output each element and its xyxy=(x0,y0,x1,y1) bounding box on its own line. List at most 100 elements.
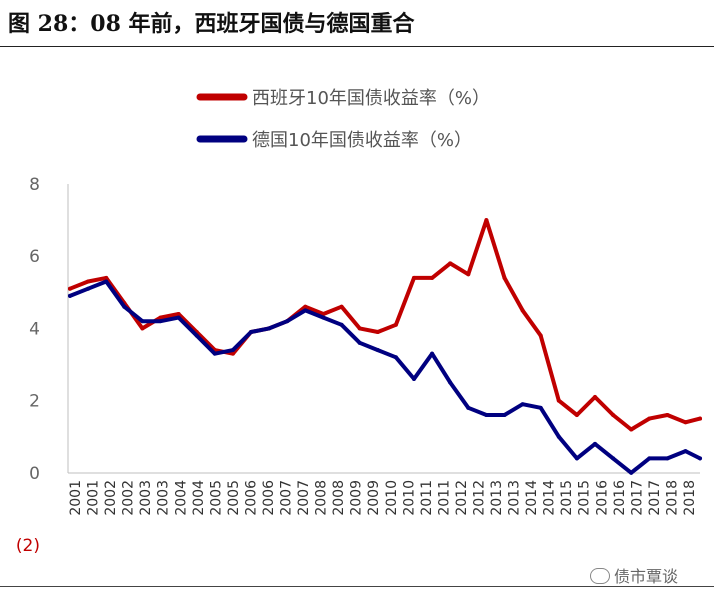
x-tick-label: 2010 xyxy=(384,480,400,516)
x-tick-label: 2014 xyxy=(542,480,558,516)
data-point-germany xyxy=(158,319,163,324)
series-lines xyxy=(68,218,702,475)
x-tick-labels: 2001 2001 2002 2002 2003 2003 2004 2004 2005 2005… xyxy=(68,480,698,516)
data-point-spain xyxy=(393,322,398,327)
x-tick-label: 2018 xyxy=(664,480,680,516)
legend-label-spain: 西班牙10年国债收益率（%） xyxy=(252,88,490,109)
data-point-spain xyxy=(86,279,91,284)
data-point-germany xyxy=(520,402,525,407)
x-tick-label: 2006 xyxy=(243,480,259,516)
y-tick-label: 2 xyxy=(29,392,40,412)
data-point-germany xyxy=(303,308,308,313)
data-point-germany xyxy=(647,456,652,461)
data-point-germany xyxy=(698,456,702,461)
x-tick-label: 2012 xyxy=(471,480,487,516)
data-point-spain xyxy=(466,272,471,277)
data-point-spain xyxy=(538,333,543,338)
x-tick-label: 2005 xyxy=(208,480,224,516)
data-point-spain xyxy=(430,275,435,280)
x-tick-label: 2002 xyxy=(121,480,137,516)
x-tick-label: 2004 xyxy=(173,480,189,516)
chart-legend: 西班牙10年国债收益率（%） 德国10年国债收益率（%） xyxy=(196,88,490,151)
data-point-spain xyxy=(520,308,525,313)
data-point-spain xyxy=(321,311,326,316)
data-point-spain xyxy=(448,261,453,266)
title-divider xyxy=(0,46,714,47)
data-point-germany xyxy=(230,348,235,353)
data-point-spain xyxy=(611,413,616,418)
x-tick-label: 2007 xyxy=(296,480,312,516)
data-point-germany xyxy=(140,319,145,324)
x-tick-label: 2004 xyxy=(191,480,207,516)
data-point-germany xyxy=(194,333,199,338)
x-tick-label: 2013 xyxy=(507,480,523,516)
data-point-spain xyxy=(230,351,235,356)
data-point-germany xyxy=(538,405,543,410)
data-point-germany xyxy=(574,456,579,461)
data-point-germany xyxy=(629,470,634,475)
data-point-germany xyxy=(357,340,362,345)
series-line-spain xyxy=(68,218,702,432)
data-point-spain xyxy=(303,304,308,309)
legend-label-germany: 德国10年国债收益率（%） xyxy=(252,130,472,151)
y-tick-label: (2) xyxy=(16,536,40,556)
data-point-spain xyxy=(357,326,362,331)
x-tick-label: 2003 xyxy=(156,480,172,516)
data-point-spain xyxy=(484,218,489,223)
watermark: 债市覃谈 xyxy=(590,563,678,587)
data-point-germany xyxy=(430,351,435,356)
x-tick-label: 2010 xyxy=(401,480,417,516)
x-tick-label: 2005 xyxy=(226,480,242,516)
data-point-germany xyxy=(556,434,561,439)
x-tick-label: 2011 xyxy=(419,480,435,516)
x-tick-label: 2015 xyxy=(559,480,575,516)
x-tick-label: 2009 xyxy=(349,480,365,516)
x-tick-label: 2016 xyxy=(612,480,628,516)
data-point-germany xyxy=(393,355,398,360)
data-point-germany xyxy=(611,456,616,461)
data-point-germany xyxy=(176,315,181,320)
data-point-germany xyxy=(593,441,597,446)
data-point-spain xyxy=(158,315,163,320)
data-point-germany xyxy=(665,456,670,461)
watermark-text: 债市覃谈 xyxy=(614,567,679,586)
x-tick-label: 2012 xyxy=(454,480,470,516)
data-point-spain xyxy=(502,275,507,280)
y-tick-label: 6 xyxy=(29,247,40,267)
data-point-germany xyxy=(267,326,272,331)
data-point-germany xyxy=(321,315,326,320)
data-point-germany xyxy=(411,376,416,381)
data-point-spain xyxy=(411,275,416,280)
data-point-spain xyxy=(140,326,145,331)
figure-title: 图 28：08 年前，西班牙国债与德国重合 xyxy=(8,11,415,37)
data-point-germany xyxy=(285,319,290,324)
data-point-germany xyxy=(375,348,380,353)
data-point-germany xyxy=(86,286,91,291)
x-tick-label: 2014 xyxy=(524,480,540,516)
data-point-germany xyxy=(448,380,453,385)
data-point-germany xyxy=(502,413,507,418)
data-point-spain xyxy=(629,427,634,432)
x-tick-label: 2002 xyxy=(103,480,119,516)
y-tick-label: 4 xyxy=(29,319,40,339)
x-tick-label: 2015 xyxy=(577,480,593,516)
data-point-spain xyxy=(68,286,72,291)
data-point-spain xyxy=(176,311,181,316)
x-tick-label: 2016 xyxy=(594,480,610,516)
x-tick-label: 2008 xyxy=(331,480,347,516)
data-point-germany xyxy=(249,330,254,335)
data-point-spain xyxy=(375,330,380,335)
data-point-germany xyxy=(212,351,217,356)
data-point-spain xyxy=(665,413,670,418)
data-point-germany xyxy=(104,279,109,284)
y-tick-labels: 8 6 4 2 0 (2) xyxy=(16,175,40,556)
x-tick-label: 2017 xyxy=(647,480,663,516)
data-point-germany xyxy=(68,293,72,298)
footer-divider xyxy=(0,586,714,587)
data-point-germany xyxy=(122,304,127,309)
data-point-germany xyxy=(339,322,344,327)
x-tick-label: 2001 xyxy=(68,480,84,516)
x-tick-label: 2001 xyxy=(86,480,102,516)
data-point-germany xyxy=(683,449,688,454)
